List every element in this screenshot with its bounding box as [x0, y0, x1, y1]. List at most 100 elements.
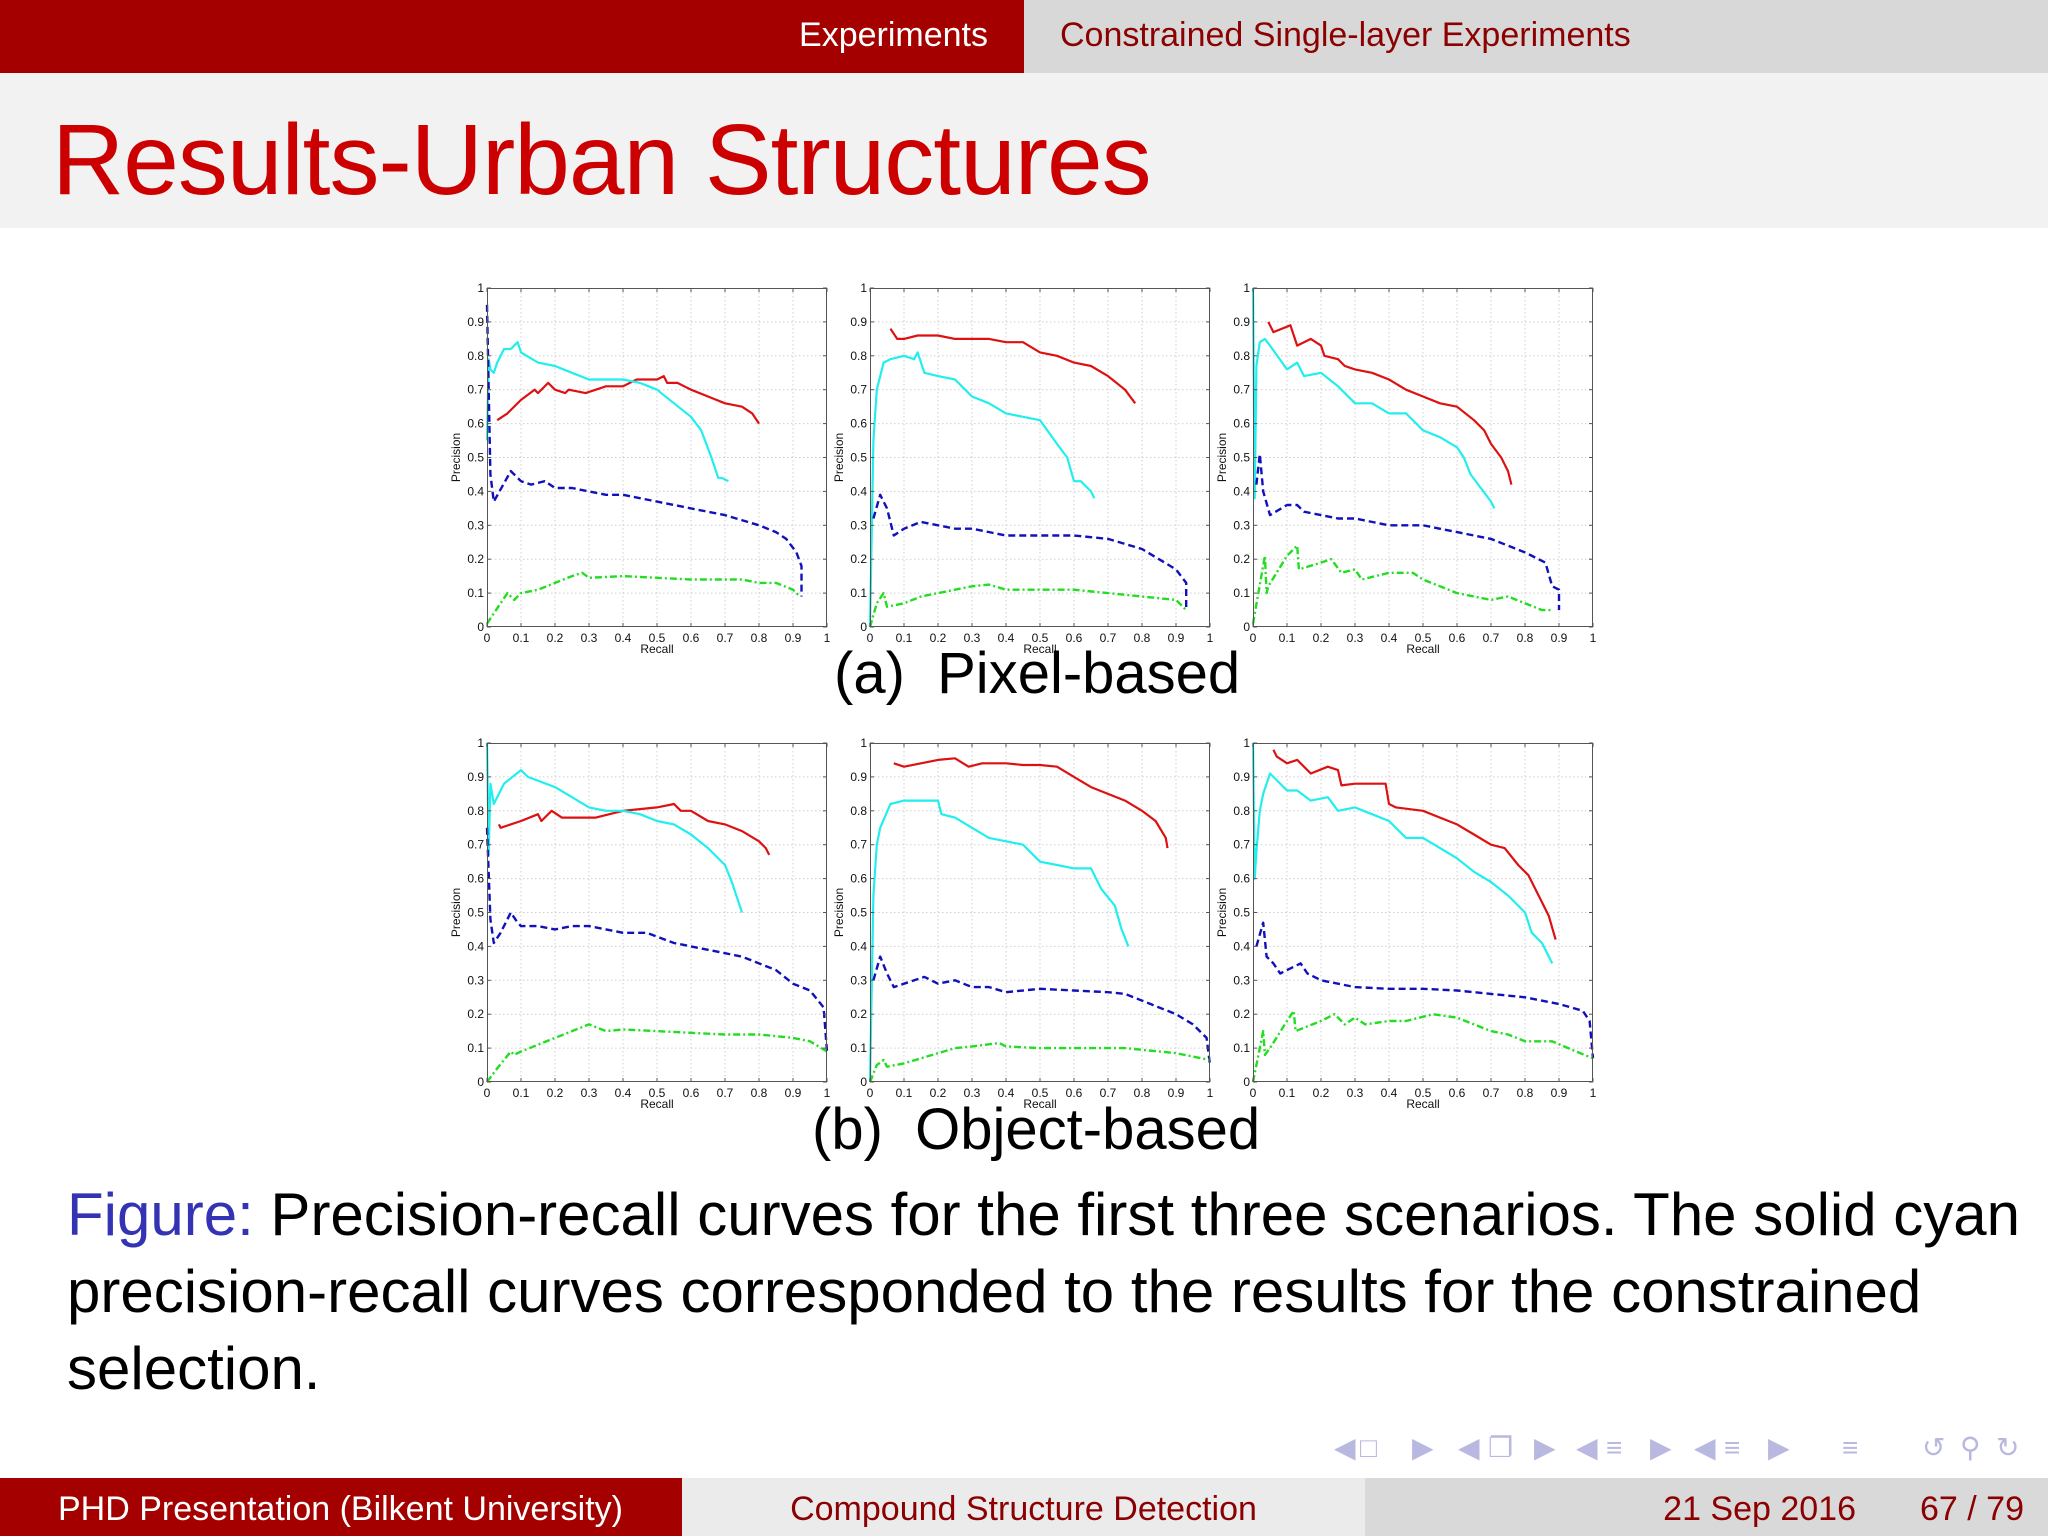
svg-text:0: 0	[1243, 620, 1250, 634]
svg-text:0.3: 0.3	[850, 518, 867, 532]
svg-text:0.1: 0.1	[467, 1041, 484, 1055]
svg-text:0.2: 0.2	[1313, 631, 1330, 645]
series-blue-dashed	[1255, 921, 1595, 1059]
svg-text:1: 1	[1590, 631, 1597, 645]
series-red-solid	[893, 757, 1169, 849]
x-axis-label: Recall	[640, 642, 673, 656]
svg-text:0.3: 0.3	[850, 973, 867, 987]
svg-text:0.8: 0.8	[467, 804, 484, 818]
svg-text:1: 1	[1243, 736, 1250, 750]
nav-prev-slide-icon[interactable]: ◀	[1334, 1432, 1356, 1463]
chart-object-scenario-1: 0 0.1 0.2 0.3 0.4 0.5 0.6 0.7 0.8 0.9 1 0 0.1 0.2 0.3 0…	[449, 736, 831, 1111]
svg-text:0: 0	[860, 620, 867, 634]
svg-text:0.6: 0.6	[467, 872, 484, 886]
svg-text:0.7: 0.7	[717, 631, 734, 645]
footer-title: Compound Structure Detection	[790, 1490, 1257, 1528]
nav-next-section-icon[interactable]: ▶	[1768, 1432, 1790, 1463]
subsection-tab[interactable]: Constrained Single-layer Experiments	[1024, 0, 2048, 73]
series-green-dashdot	[868, 583, 1188, 628]
svg-text:0.4: 0.4	[998, 1086, 1015, 1100]
svg-text:0.5: 0.5	[1032, 1086, 1049, 1100]
svg-text:0.4: 0.4	[998, 631, 1015, 645]
nav-prev-frame-icon[interactable]: ◀	[1458, 1432, 1480, 1463]
svg-text:0.5: 0.5	[649, 1086, 666, 1100]
series-cyan-solid	[868, 351, 1096, 628]
svg-text:0.4: 0.4	[467, 939, 484, 953]
plot-area: 0 0.1 0.2 0.3 0.4 0.5 0.6 0.7 0.8 0.9 1 0 0.1 0.2 0.3 0…	[832, 281, 1214, 656]
series-blue-dashed	[872, 493, 1188, 611]
svg-text:0.1: 0.1	[1279, 631, 1296, 645]
svg-text:0.3: 0.3	[581, 631, 598, 645]
svg-text:0.3: 0.3	[1347, 631, 1364, 645]
footer-bar: PHD Presentation (Bilkent University) Co…	[0, 1478, 2048, 1536]
footer-date-section: 21 Sep 2016 67 / 79	[1365, 1478, 2048, 1536]
svg-text:0.5: 0.5	[1233, 906, 1250, 920]
y-axis-label: Precision	[1215, 888, 1229, 937]
svg-text:0.1: 0.1	[850, 1041, 867, 1055]
svg-text:0.7: 0.7	[1233, 838, 1250, 852]
svg-text:0.2: 0.2	[467, 552, 484, 566]
series-red-solid	[1267, 321, 1513, 485]
nav-prev-subsection-icon[interactable]: ◀	[1576, 1432, 1598, 1463]
nav-redo-icon[interactable]: ↻	[1996, 1432, 2020, 1463]
svg-text:0.9: 0.9	[1551, 1086, 1568, 1100]
nav-section-icon[interactable]: ≡	[1724, 1432, 1741, 1463]
svg-text:0.5: 0.5	[1415, 631, 1432, 645]
svg-text:0.1: 0.1	[467, 586, 484, 600]
svg-text:0.1: 0.1	[850, 586, 867, 600]
svg-text:0.6: 0.6	[683, 631, 700, 645]
series-red-solid	[889, 328, 1137, 404]
nav-next-slide-icon[interactable]: ▶	[1412, 1432, 1434, 1463]
svg-text:0.2: 0.2	[467, 1007, 484, 1021]
series-cyan-solid	[485, 742, 744, 913]
svg-text:0.8: 0.8	[1134, 1086, 1151, 1100]
chart-object-scenario-3: 0 0.1 0.2 0.3 0.4 0.5 0.6 0.7 0.8 0.9 1 0 0.1 0.2 0.3 0…	[1215, 736, 1597, 1111]
svg-text:0: 0	[484, 1086, 491, 1100]
chart-pixel-scenario-3: 0 0.1 0.2 0.3 0.4 0.5 0.6 0.7 0.8 0.9 1 0 0.1 0.2 0.3 0…	[1215, 281, 1597, 656]
nav-document-icon[interactable]: ≡	[1842, 1432, 1859, 1463]
y-axis-label: Precision	[449, 433, 463, 482]
svg-text:1: 1	[860, 736, 867, 750]
nav-frame-icon[interactable]: ❐	[1488, 1432, 1514, 1463]
svg-text:0.1: 0.1	[1233, 1041, 1250, 1055]
nav-prev-section-icon[interactable]: ◀	[1694, 1432, 1716, 1463]
footer-author-section: PHD Presentation (Bilkent University)	[0, 1478, 682, 1536]
y-axis-label: Precision	[832, 888, 846, 937]
svg-text:0.1: 0.1	[513, 631, 530, 645]
svg-text:0.2: 0.2	[1313, 1086, 1330, 1100]
svg-text:0.9: 0.9	[850, 770, 867, 784]
nav-next-subsection-icon[interactable]: ▶	[1650, 1432, 1672, 1463]
svg-text:0.9: 0.9	[785, 1086, 802, 1100]
svg-text:0.8: 0.8	[850, 804, 867, 818]
series-blue-dashed	[485, 827, 829, 1052]
nav-search-icon[interactable]: ⚲	[1960, 1432, 1981, 1463]
svg-text:0.6: 0.6	[1233, 872, 1250, 886]
footer-page-number: 67 / 79	[1920, 1490, 2024, 1528]
subsection-label: Constrained Single-layer Experiments	[1060, 16, 1631, 54]
page-title: Results-Urban Structures	[52, 104, 1152, 216]
nav-undo-icon[interactable]: ↺	[1922, 1432, 1946, 1463]
svg-text:0.7: 0.7	[467, 838, 484, 852]
section-label: Experiments	[799, 16, 988, 54]
svg-text:0: 0	[484, 631, 491, 645]
svg-text:1: 1	[1207, 1086, 1214, 1100]
svg-text:1: 1	[477, 736, 484, 750]
nav-subsection-icon[interactable]: ≡	[1606, 1432, 1623, 1463]
svg-text:0.4: 0.4	[1233, 939, 1250, 953]
nav-slide-icon[interactable]: □	[1360, 1432, 1377, 1463]
svg-text:0.9: 0.9	[1168, 1086, 1185, 1100]
chart-object-scenario-2: 0 0.1 0.2 0.3 0.4 0.5 0.6 0.7 0.8 0.9 1 0 0.1 0.2 0.3 0…	[832, 736, 1214, 1111]
figure-caption-label: Figure:	[67, 1181, 254, 1248]
svg-text:1: 1	[1243, 281, 1250, 295]
svg-text:0.3: 0.3	[1233, 518, 1250, 532]
svg-text:0.3: 0.3	[1347, 1086, 1364, 1100]
section-tab[interactable]: Experiments	[0, 0, 1024, 73]
svg-text:0.2: 0.2	[547, 1086, 564, 1100]
svg-text:0.3: 0.3	[467, 973, 484, 987]
subfigure-caption-b: (b) Object-based	[812, 1096, 1260, 1163]
svg-text:0.8: 0.8	[1233, 349, 1250, 363]
svg-text:0.6: 0.6	[683, 1086, 700, 1100]
svg-text:0.5: 0.5	[467, 451, 484, 465]
nav-next-frame-icon[interactable]: ▶	[1534, 1432, 1556, 1463]
svg-text:0.7: 0.7	[1100, 1086, 1117, 1100]
